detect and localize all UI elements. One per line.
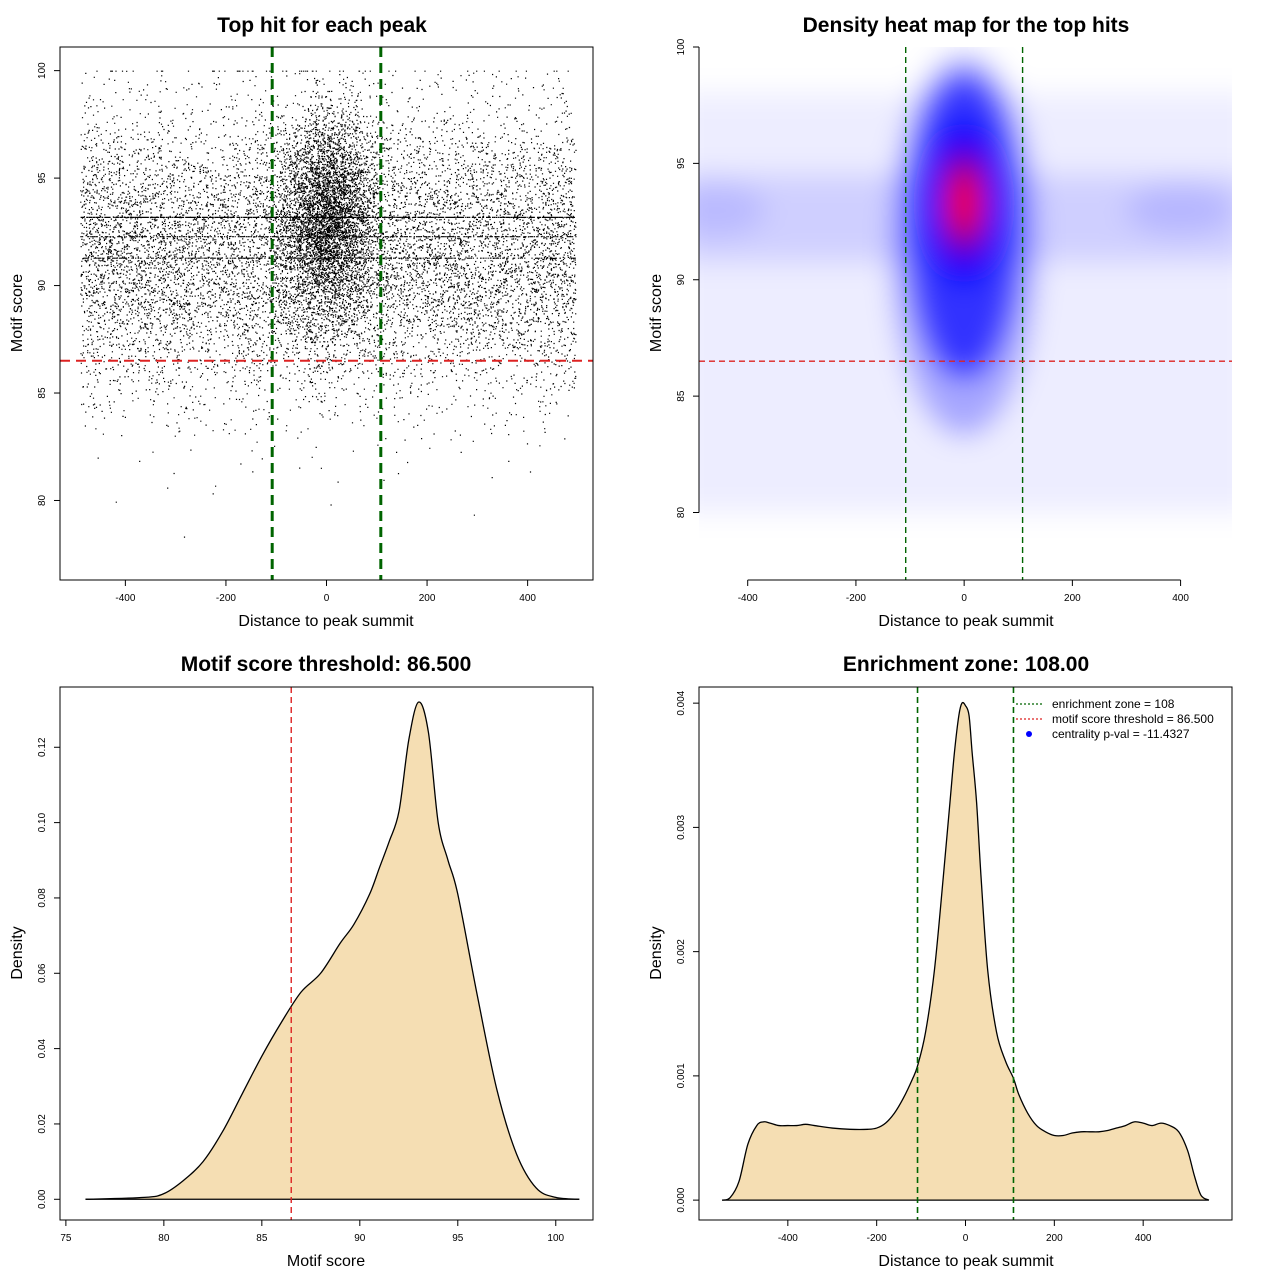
x-tick-label: 80: [158, 1233, 170, 1244]
x-tick-label: 0: [324, 593, 330, 604]
panel-4-ylabel: Density: [648, 926, 665, 979]
x-tick-label: -200: [867, 1233, 887, 1244]
scatter-points-layer: [80, 70, 577, 538]
enrichment-zone-lines: [916, 687, 1015, 1220]
legend-threshold-label: motif score threshold = 86.500: [1052, 712, 1214, 726]
x-tick-label: -400: [115, 593, 135, 604]
distance-density-layer: [721, 701, 1210, 1201]
density-curve: [721, 701, 1210, 1201]
panel-scatter: Top hit for each peak -400 -200 0 200 400 80 8…: [9, 14, 594, 630]
legend-pval-label: centrality p-val = -11.4327: [1052, 727, 1190, 741]
y-tick-label: 80: [676, 507, 687, 519]
y-tick-label: 0.002: [676, 939, 687, 964]
density-fill: [85, 701, 580, 1200]
y-tick-label: 100: [676, 38, 687, 55]
x-tick-label: 400: [519, 593, 536, 604]
x-tick-label: 400: [1172, 593, 1189, 604]
x-tick-label: 0: [961, 593, 967, 604]
panel-heatmap: Density heat map for the top hits -400 -2…: [648, 14, 1232, 630]
panel-3-ylabel: Density: [9, 926, 26, 979]
x-tick-label: 95: [452, 1233, 464, 1244]
y-tick-label: 0.000: [676, 1187, 687, 1212]
panel-2-title: Density heat map for the top hits: [803, 14, 1130, 37]
score-density-layer: [85, 701, 580, 1200]
y-tick-label: 0.06: [37, 963, 48, 983]
x-tick-label: 75: [60, 1233, 72, 1244]
y-tick-label: 0.12: [37, 737, 48, 757]
panel-score-density: Motif score threshold: 86.500 75 80 85 90 95…: [9, 653, 594, 1270]
x-tick-label: -200: [216, 593, 236, 604]
y-tick-label: 0.10: [37, 812, 48, 832]
panel-1-ticks: -400 -200 0 200 400 80 85 90 95 100: [37, 62, 536, 604]
panel-3-xlabel: Motif score: [287, 1253, 365, 1270]
x-tick-label: 100: [547, 1233, 564, 1244]
y-tick-label: 0.004: [676, 690, 687, 715]
panel-4-title: Enrichment zone: 108.00: [843, 653, 1089, 676]
panel-1-frame: [59, 46, 594, 581]
x-tick-label: 200: [419, 593, 436, 604]
heatmap-reference-lines: [699, 47, 1232, 580]
panel-1-xlabel: Distance to peak summit: [238, 613, 414, 630]
x-tick-label: -400: [738, 593, 758, 604]
panel-2-xlabel: Distance to peak summit: [878, 613, 1054, 630]
y-tick-label: 95: [676, 157, 687, 169]
scatter-points: [80, 70, 577, 538]
y-tick-label: 0.02: [37, 1114, 48, 1134]
y-tick-label: 0.00: [37, 1189, 48, 1209]
y-tick-label: 0.08: [37, 888, 48, 908]
panel-3-title: Motif score threshold: 86.500: [181, 653, 472, 676]
panel-4-ticks: -400 -200 0 200 400 0.000 0.001 0.002 0.003 0.004: [676, 690, 1152, 1244]
x-tick-label: 85: [256, 1233, 268, 1244]
density-curve: [85, 701, 580, 1200]
y-tick-label: 80: [37, 494, 48, 506]
legend-pval-swatch: [1026, 731, 1032, 737]
panel-1-title: Top hit for each peak: [217, 14, 427, 37]
panel-distance-density: Enrichment zone: 108.00 -400 -200 0 200 400 0…: [648, 653, 1233, 1270]
panel-2-ticks: -400 -200 0 200 400 80 85 90 95 100: [676, 38, 1189, 604]
x-tick-label: 400: [1135, 1233, 1152, 1244]
y-tick-label: 0.003: [676, 814, 687, 839]
y-tick-label: 90: [676, 274, 687, 286]
heatmap-density-layer: [699, 54, 1232, 513]
y-tick-label: 85: [37, 387, 48, 399]
y-tick-label: 90: [37, 280, 48, 292]
panel-4-xlabel: Distance to peak summit: [878, 1253, 1054, 1270]
x-tick-label: -200: [846, 593, 866, 604]
scatter-reference-lines: [60, 47, 593, 580]
panel-3-ticks: 75 80 85 90 95 100 0.00 0.02 0.04 0.06 0.08 0.10 0.1…: [37, 737, 565, 1244]
y-tick-label: 0.001: [676, 1063, 687, 1088]
x-tick-label: 200: [1046, 1233, 1063, 1244]
legend: enrichment zone = 108 motif score thresh…: [1016, 697, 1214, 741]
x-tick-label: 90: [354, 1233, 366, 1244]
x-tick-label: -400: [778, 1233, 798, 1244]
panel-2-ylabel: Motif score: [648, 274, 665, 352]
y-tick-label: 95: [37, 172, 48, 184]
panel-1-ylabel: Motif score: [9, 274, 26, 352]
y-tick-label: 85: [676, 390, 687, 402]
density-fill: [722, 702, 1209, 1201]
heatmap-density: [699, 54, 1232, 513]
x-tick-label: 200: [1064, 593, 1081, 604]
x-tick-label: 0: [963, 1233, 969, 1244]
legend-enrichment-label: enrichment zone = 108: [1052, 697, 1175, 711]
y-tick-label: 100: [37, 62, 48, 79]
y-tick-label: 0.04: [37, 1038, 48, 1058]
